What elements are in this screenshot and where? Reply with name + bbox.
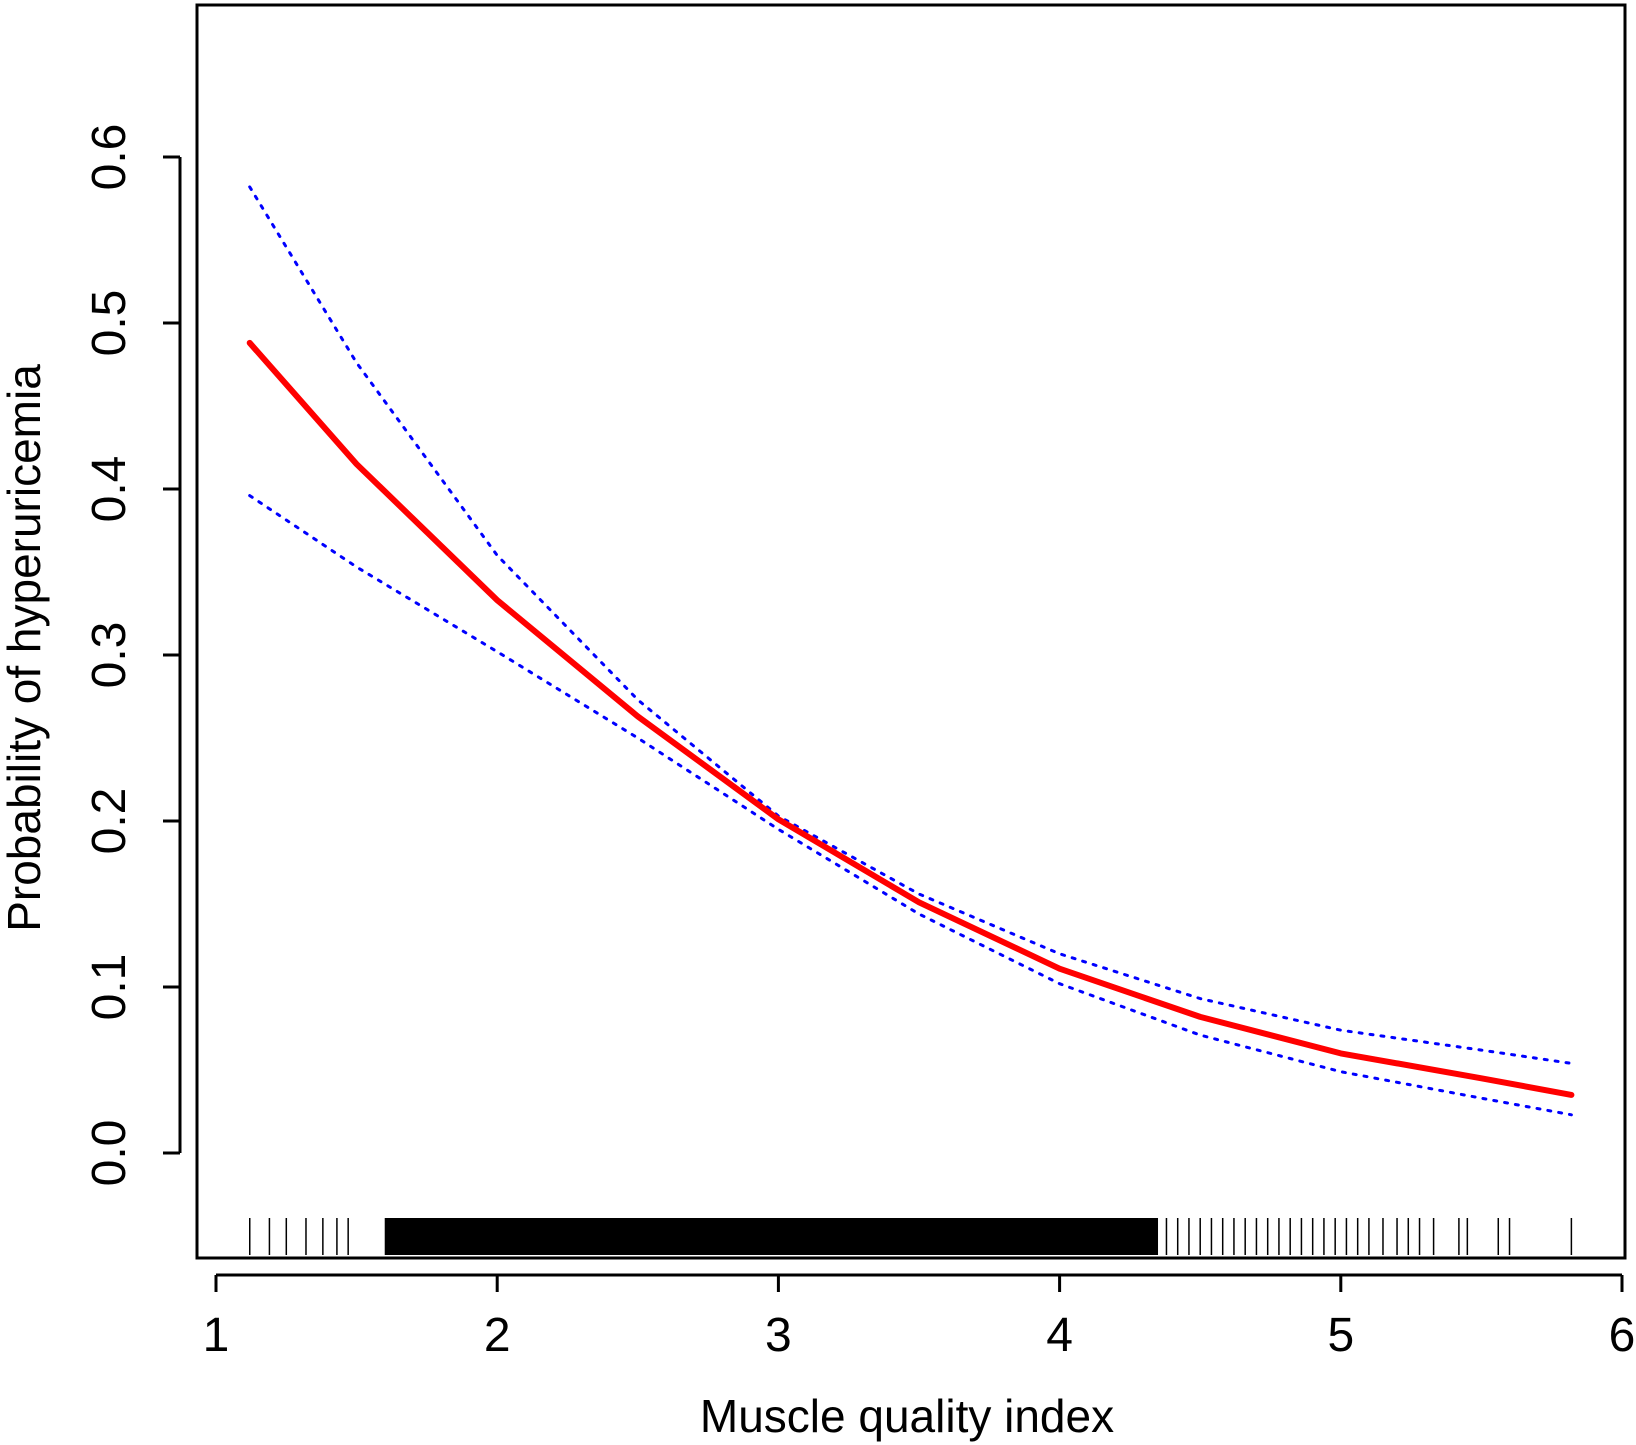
y-axis-title: Probability of hyperuricemia [0,364,50,932]
upper-ci-line [248,185,1573,1065]
rug-dense-block [384,1218,1159,1255]
y-tick-label: 0.6 [83,124,136,191]
x-tick-label: 1 [203,1309,230,1362]
y-tick-label: 0.3 [83,622,136,689]
x-tick-label: 2 [484,1309,511,1362]
y-tick-label: 0.4 [83,456,136,523]
plot-frame [195,3,1627,1260]
y-tick-label: 0.2 [83,788,136,855]
y-tick-label: 0.0 [83,1120,136,1187]
x-tick-label: 5 [1327,1309,1354,1362]
estimate-line [246,339,1575,1098]
lower-ci-line [248,494,1573,1117]
x-tick-label: 3 [765,1309,792,1362]
x-axis-title: Muscle quality index [700,1390,1114,1442]
y-tick-label: 0.5 [83,290,136,357]
confidence-band [248,185,1573,1117]
x-tick-label: 6 [1609,1309,1636,1362]
y-axis: 0.0 0.1 0.2 0.3 0.4 0.5 0.6 [83,124,182,1187]
y-tick-label: 0.1 [83,954,136,1021]
x-axis: 1 2 3 4 5 6 [203,1273,1636,1362]
x-tick-label: 4 [1046,1309,1073,1362]
rug-ticks [248,1218,1573,1255]
estimate-curve [246,339,1575,1098]
